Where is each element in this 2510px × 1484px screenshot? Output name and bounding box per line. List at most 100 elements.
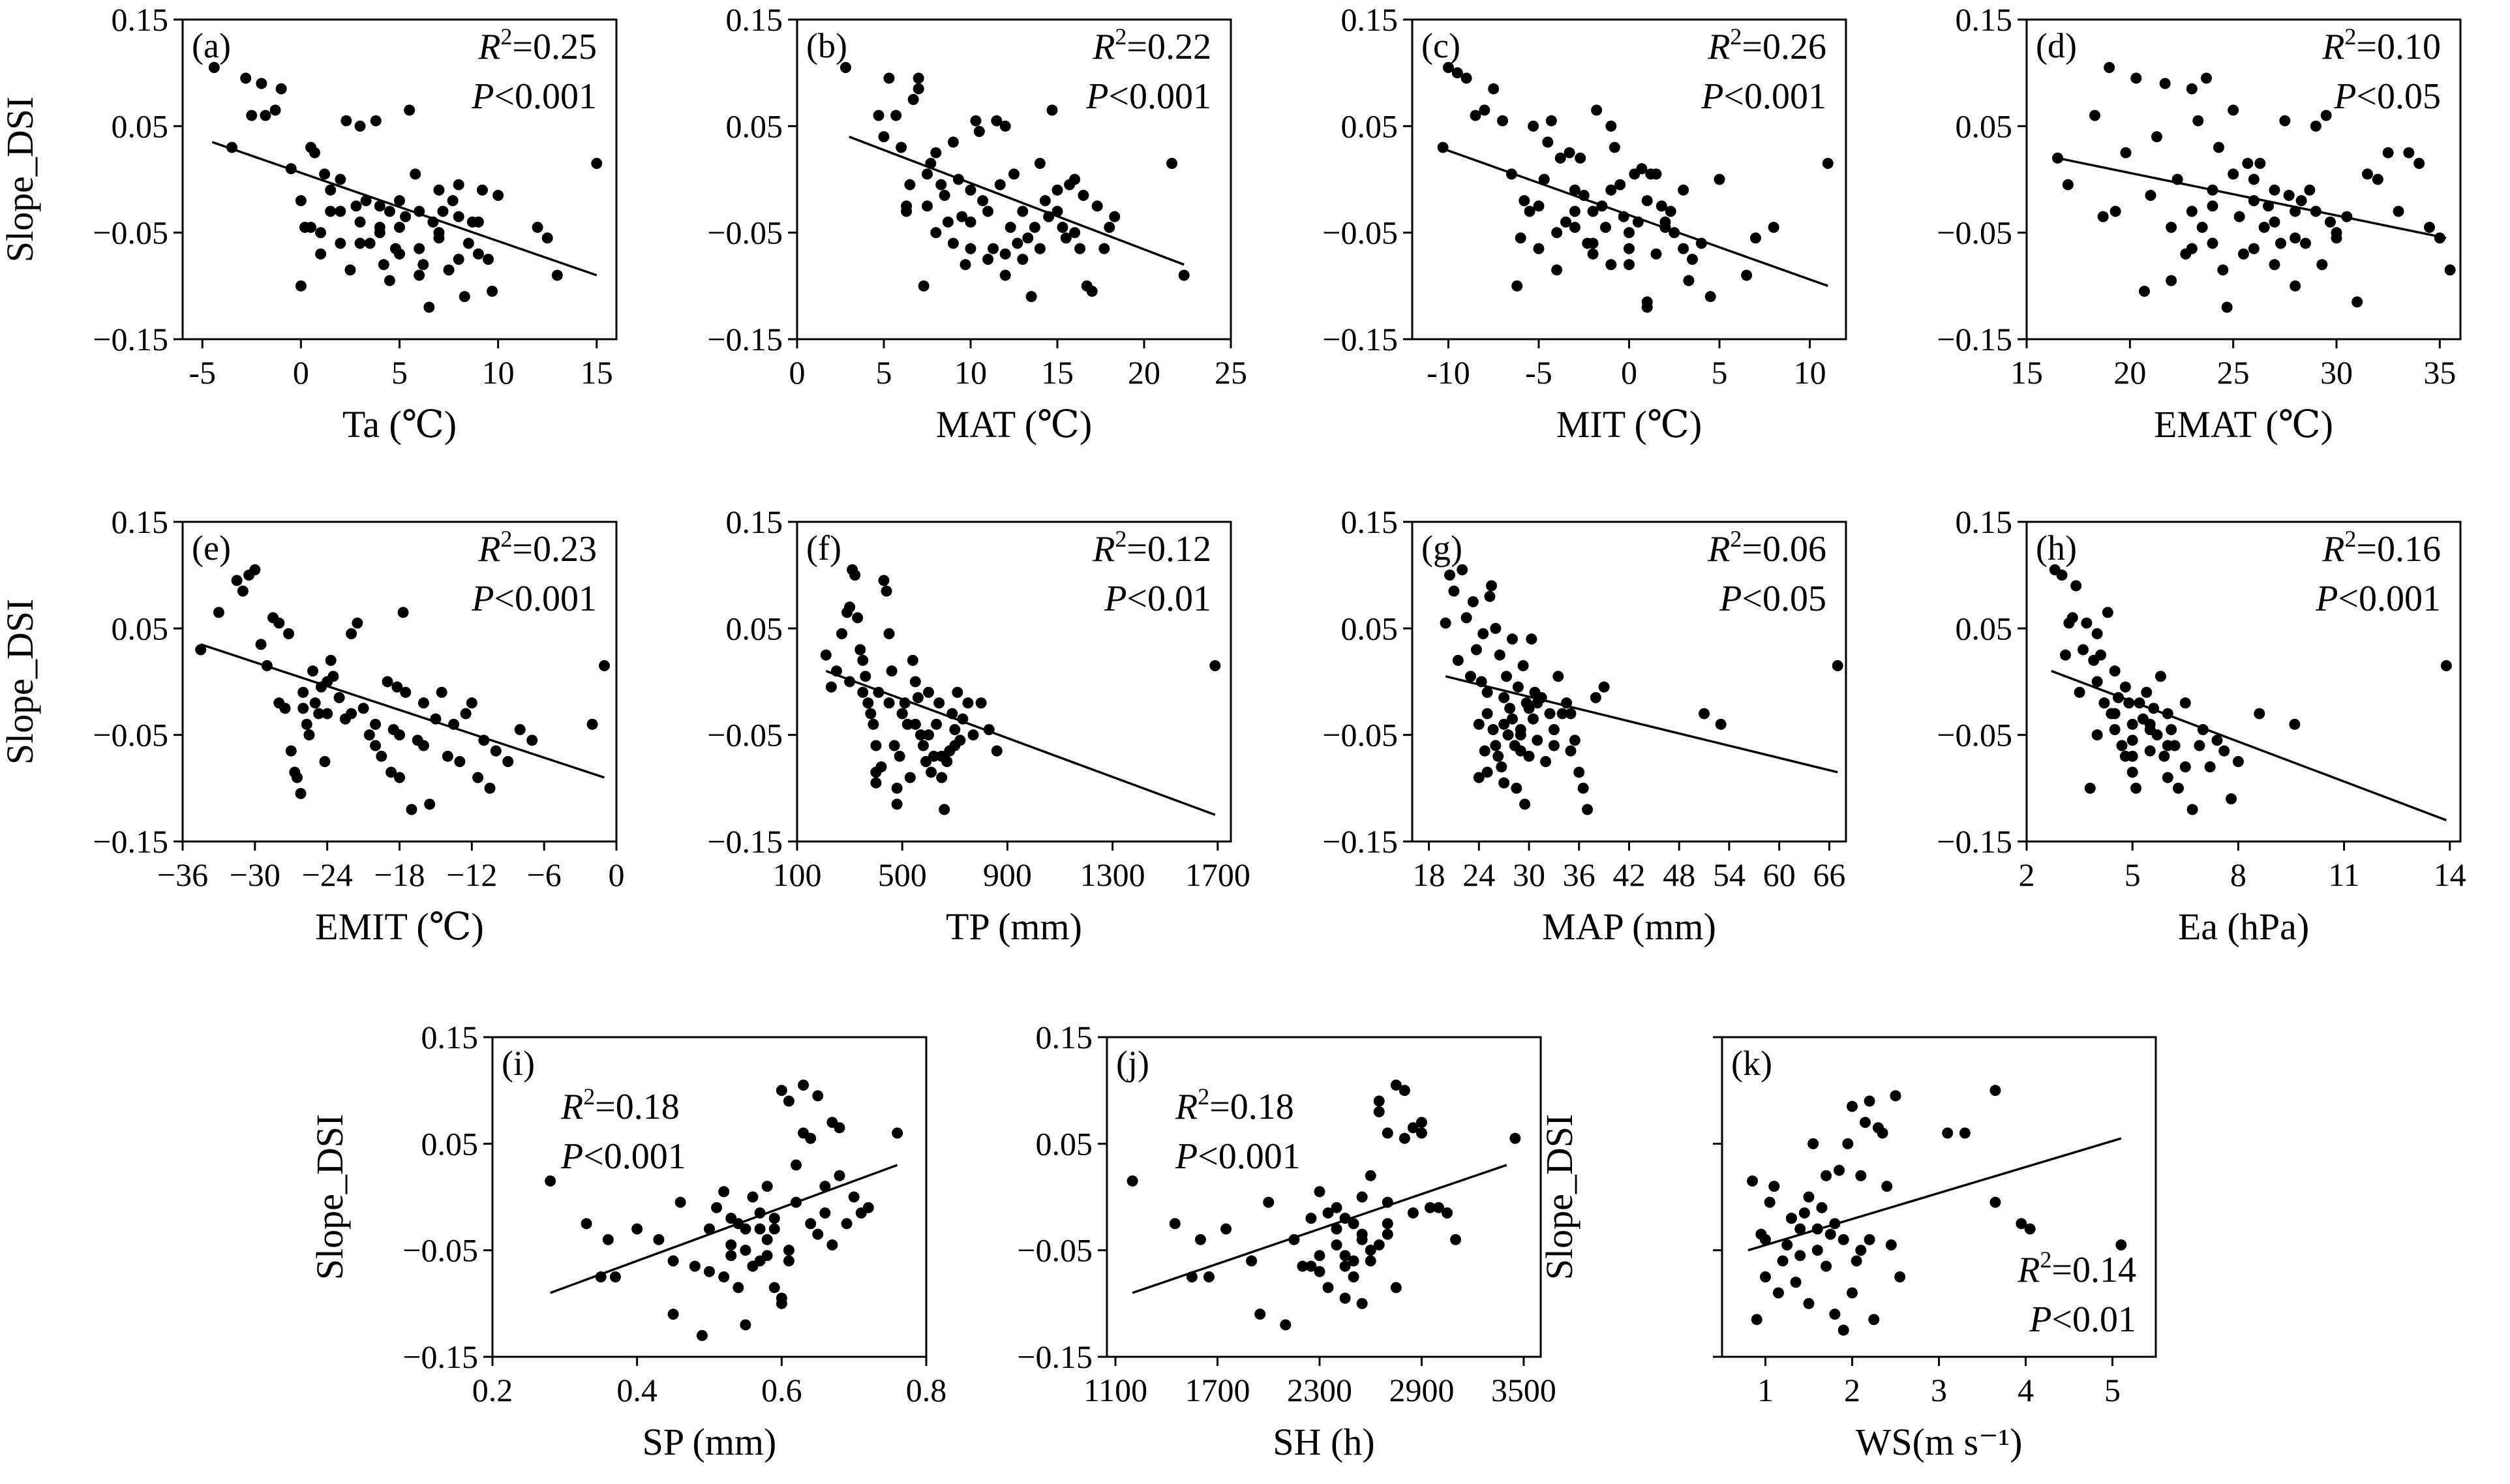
data-point — [1764, 1196, 1776, 1208]
data-point — [1246, 1255, 1258, 1267]
data-point — [1209, 660, 1221, 671]
data-point — [2126, 734, 2138, 746]
data-point — [2295, 195, 2307, 207]
data-point — [394, 248, 405, 260]
data-point — [1339, 1250, 1351, 1262]
data-point — [970, 115, 982, 127]
x-tick-label: 25 — [2217, 354, 2250, 391]
data-point — [384, 205, 395, 217]
data-point — [2134, 697, 2145, 709]
data-point — [1339, 1292, 1351, 1304]
data-point — [922, 168, 933, 180]
data-point — [1618, 211, 1629, 222]
data-point — [936, 750, 948, 762]
data-point — [1091, 200, 1103, 212]
data-point — [1851, 1255, 1862, 1267]
r-squared-text: R2=0.10 — [2321, 23, 2441, 67]
data-point — [322, 676, 333, 688]
data-point — [394, 729, 405, 741]
regression-line — [825, 670, 1216, 816]
data-point — [973, 126, 985, 137]
data-point — [309, 147, 321, 159]
data-point — [1057, 222, 1068, 233]
data-point — [2279, 115, 2291, 127]
y-tick-label: 0.15 — [726, 504, 783, 540]
data-point — [462, 237, 474, 249]
x-tick-label: 4 — [2018, 1372, 2034, 1408]
data-point — [904, 179, 916, 190]
r-squared-text: R2=0.12 — [1092, 526, 1211, 569]
data-point — [1178, 269, 1190, 281]
data-point — [1475, 676, 1487, 688]
data-point — [1008, 168, 1020, 180]
data-point — [1220, 1223, 1232, 1235]
data-point — [960, 259, 971, 271]
data-point — [915, 729, 926, 741]
data-point — [1488, 83, 1500, 95]
data-point — [1194, 1234, 1206, 1245]
x-tick-label: 11 — [2329, 856, 2360, 893]
data-point — [325, 184, 337, 196]
y-tick-label: −0.15 — [1937, 823, 2012, 860]
x-tick-label: 25 — [1215, 354, 1247, 391]
data-point — [965, 184, 976, 196]
data-point — [1479, 745, 1490, 757]
data-point — [1890, 1090, 1901, 1102]
r-squared-text: R2=0.26 — [1707, 23, 1826, 67]
data-point — [1297, 1260, 1308, 1272]
data-point — [2148, 703, 2160, 714]
panel-a: -5 0 5 10 15 0.15 0.05 −0.05 −0.15 Ta (℃) Slope_DS… — [0, 1, 618, 446]
data-point — [1034, 158, 1046, 169]
data-point — [1704, 291, 1716, 303]
x-axis-title: Ta (℃) — [342, 403, 457, 446]
regression-line — [1438, 146, 1828, 287]
data-point — [798, 1080, 809, 1091]
data-point — [2091, 676, 2103, 688]
data-point — [404, 104, 416, 116]
x-axis-title: MIT (℃) — [1556, 403, 1702, 446]
data-point — [1022, 232, 1034, 244]
data-point — [725, 1239, 737, 1250]
data-point — [1832, 660, 1843, 671]
data-point — [1305, 1260, 1317, 1272]
data-point — [873, 686, 885, 698]
y-tick-label: −0.15 — [1322, 321, 1398, 357]
x-tick-label: 10 — [1794, 354, 1826, 391]
data-point — [1807, 1138, 1819, 1149]
data-point — [1511, 280, 1523, 292]
data-point — [1512, 681, 1524, 693]
y-tick-label: −0.05 — [707, 215, 783, 251]
data-point — [725, 1250, 737, 1262]
data-point — [1669, 227, 1680, 239]
data-point — [1523, 750, 1535, 762]
data-point — [949, 740, 961, 751]
data-point — [1373, 1095, 1385, 1107]
y-tick-label: 0.05 — [1036, 1125, 1093, 1162]
data-point — [2024, 1223, 2036, 1235]
data-point — [1481, 766, 1493, 778]
x-tick-label: 48 — [1663, 856, 1695, 893]
data-point — [791, 1196, 802, 1208]
x-tick-label: 3500 — [1491, 1372, 1556, 1408]
data-point — [1331, 1202, 1342, 1213]
data-point — [261, 660, 273, 671]
x-tick-label: 2 — [1844, 1372, 1860, 1408]
data-point — [812, 1090, 824, 1102]
x-tick-label: -5 — [189, 354, 216, 391]
data-point — [1587, 248, 1599, 260]
data-point — [883, 72, 895, 84]
data-point — [2238, 248, 2249, 260]
data-point — [2403, 147, 2415, 159]
data-point — [1109, 211, 1121, 222]
p-value-text: P<0.05 — [1719, 579, 1826, 619]
x-tick-label: 54 — [1713, 856, 1746, 893]
data-point — [2186, 804, 2198, 815]
y-tick-label: 0.05 — [1341, 610, 1399, 646]
data-point — [1591, 104, 1603, 116]
y-tick-label: 0.15 — [112, 504, 169, 540]
x-tick-label: 15 — [581, 354, 613, 391]
data-point — [581, 1218, 592, 1230]
regression-line — [1132, 1164, 1507, 1294]
data-point — [975, 697, 987, 709]
data-point — [991, 115, 1003, 127]
